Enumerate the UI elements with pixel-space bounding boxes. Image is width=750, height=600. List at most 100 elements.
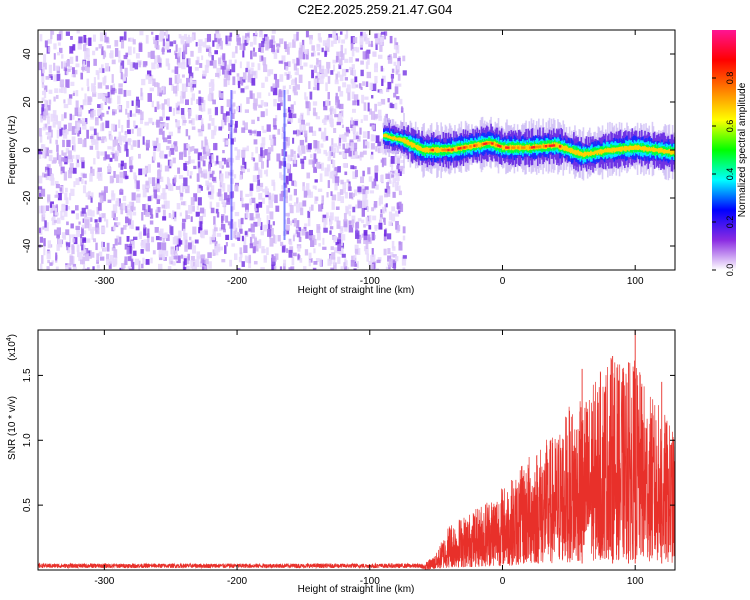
noise-speck [267,220,271,229]
noise-speck [190,76,193,84]
noise-speck [337,192,341,202]
noise-speck [312,101,318,106]
noise-speck [296,84,300,90]
noise-speck [164,165,170,172]
noise-speck [116,150,120,157]
noise-speck [125,205,128,213]
noise-speck [321,73,325,79]
noise-speck [338,151,342,155]
noise-speck [65,264,70,270]
noise-speck [333,143,338,148]
noise-speck [339,74,344,82]
noise-speck [211,177,216,182]
noise-speck [309,34,313,40]
noise-speck [163,31,167,36]
noise-speck [287,95,291,102]
noise-speck [200,254,205,259]
signal-cell [417,144,419,151]
noise-speck [161,32,164,36]
noise-speck [44,107,49,116]
noise-speck [330,267,334,270]
signal-cell [654,147,657,152]
noise-speck [221,62,225,67]
noise-speck [341,124,344,128]
noise-speck [72,238,76,243]
noise-speck [56,52,61,56]
noise-speck [313,158,318,164]
noise-speck [342,181,347,190]
noise-speck [359,35,364,45]
signal-hotspot [529,146,532,149]
noise-speck [235,184,239,192]
noise-speck [371,248,374,257]
noise-speck [185,41,190,48]
noise-speck [72,263,77,268]
noise-speck [268,134,272,141]
noise-speck [288,267,293,270]
noise-speck [103,186,108,193]
noise-speck [157,82,160,89]
noise-speck [303,156,307,160]
signal-hotspot [534,145,538,149]
noise-speck [116,198,119,204]
signal-hotspot [441,148,444,152]
noise-speck [64,187,68,193]
noise-speck [207,108,212,115]
signal-cell [624,145,626,152]
noise-speck [105,85,109,90]
noise-speck [183,258,187,266]
noise-speck [152,250,156,255]
noise-speck [388,258,393,268]
noise-speck [232,201,236,210]
noise-speck [305,231,309,239]
noise-speck [225,66,231,71]
noise-speck [39,191,42,197]
noise-speck [147,196,152,202]
noise-speck [379,43,383,52]
noise-speck [109,157,113,162]
noise-speck [206,33,212,42]
noise-speck [172,107,176,116]
noise-speck [354,151,358,158]
snr-x-tick-label: -200 [227,576,247,587]
noise-speck [187,242,192,250]
signal-cell [652,146,655,153]
noise-speck [154,82,159,88]
noise-speck [82,139,87,148]
noise-speck [59,187,63,192]
noise-speck [161,250,166,255]
noise-speck [181,114,186,119]
signal-cell [394,137,397,141]
noise-speck [197,47,202,54]
noise-speck [39,34,43,42]
noise-speck [102,192,107,202]
signal-cell [415,145,418,150]
signal-cell [515,144,518,150]
noise-speck [123,54,128,60]
noise-speck [158,249,163,258]
noise-speck [393,61,397,66]
signal-cell [419,145,421,151]
noise-speck [371,124,375,130]
noise-speck [269,69,274,75]
noise-speck [212,40,215,47]
noise-speck [56,217,61,224]
noise-speck [396,61,400,70]
noise-speck [326,191,329,198]
noise-speck [215,72,220,78]
signal-cell [437,146,439,153]
noise-speck [74,107,79,116]
noise-speck [201,118,204,126]
noise-speck [265,186,268,195]
noise-speck [346,179,350,183]
noise-speck [281,55,286,65]
noise-speck [69,234,72,243]
noise-speck [82,256,86,265]
noise-speck [53,220,57,224]
noise-speck [362,170,365,177]
noise-speck [344,77,348,81]
noise-speck [162,192,167,200]
signal-cell [573,150,575,154]
noise-speck [102,77,106,84]
noise-speck [204,264,208,270]
